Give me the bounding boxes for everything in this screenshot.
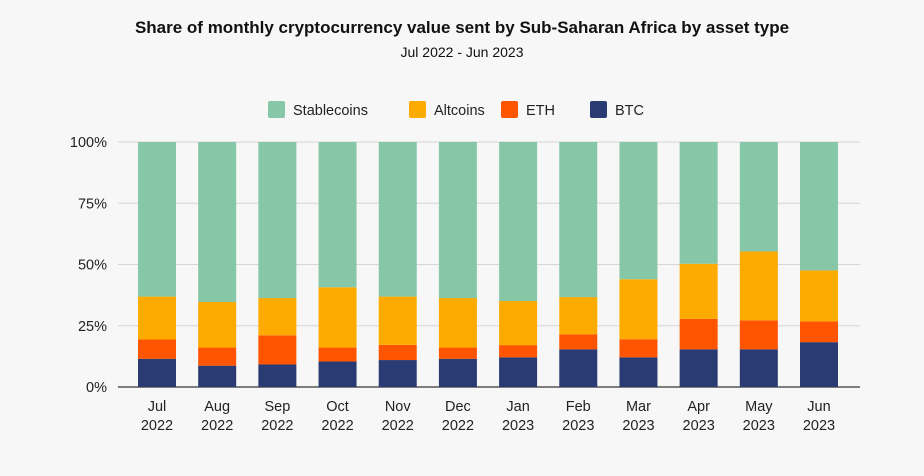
bar-segment-altcoins [318,287,357,348]
x-tick-year: 2022 [201,418,233,434]
bar-segment-eth [800,321,838,343]
bar-segment-btc [378,360,417,387]
legend-swatch-btc [590,101,607,118]
legend-swatch-stablecoins [268,101,285,118]
x-tick-month: Nov [385,399,412,415]
x-tick-year: 2022 [382,418,414,434]
bar-segment-btc [138,358,176,387]
bar-segment-altcoins [258,298,297,336]
legend-label: ETH [526,103,555,119]
x-tick-month: Mar [626,399,651,415]
bar-segment-stablecoins [739,142,778,252]
legend-swatch-altcoins [409,101,426,118]
bar-segment-stablecoins [800,142,838,271]
x-tick-year: 2022 [141,418,173,434]
bar-segment-eth [378,344,417,361]
bar-segment-altcoins [138,296,176,340]
bar-segment-stablecoins [138,142,176,297]
bar-segment-stablecoins [258,142,297,299]
bar-segment-altcoins [800,270,838,322]
bar-segment-btc [679,349,718,387]
bar-segment-altcoins [378,296,417,345]
x-tick-year: 2023 [803,418,835,434]
bar-segment-stablecoins [378,142,417,297]
bar-segment-altcoins [679,263,718,319]
bar-segment-eth [499,345,538,358]
x-tick-year: 2022 [442,418,474,434]
x-tick-month: Aug [204,399,230,415]
bar-segment-btc [318,361,357,387]
y-tick-label: 25% [78,319,107,335]
x-tick-year: 2022 [261,418,293,434]
x-tick-year: 2022 [321,418,353,434]
y-tick-label: 0% [86,380,107,396]
bar-segment-eth [258,335,297,365]
bar-segment-altcoins [438,298,477,348]
legend-label: Stablecoins [293,103,368,119]
x-tick-month: Jan [506,399,529,415]
y-tick-label: 50% [78,258,107,274]
bar-segment-stablecoins [619,142,658,280]
bar-segment-stablecoins [318,142,357,288]
x-tick-month: Jul [148,399,167,415]
x-tick-month: Dec [445,399,471,415]
bar-segment-btc [739,349,778,387]
x-tick-year: 2023 [502,418,534,434]
bar-segment-btc [198,365,237,387]
x-tick-year: 2023 [743,418,775,434]
legend-swatch-eth [501,101,518,118]
bar-segment-btc [258,364,297,387]
bar-segment-stablecoins [499,142,538,302]
bar-segment-altcoins [198,301,237,348]
bar-segment-stablecoins [559,142,598,298]
bar-segment-eth [138,339,176,359]
bar-segment-stablecoins [438,142,477,299]
bar-segment-eth [739,320,778,350]
legend: Stablecoins Altcoins ETH BTC [268,101,644,119]
bar-segment-stablecoins [679,142,718,264]
x-tick-month: Sep [264,399,290,415]
bar-segment-eth [438,347,477,359]
x-tick-month: Oct [326,399,349,415]
y-tick-label: 100% [70,135,107,151]
x-axis-labels: Jul 2022 Aug 2022 Sep 2022 Oct 2022 Nov 2022 Dec 20… [141,399,835,434]
chart-subtitle: Jul 2022 - Jun 2023 [401,44,524,60]
bar-segment-btc [619,357,658,387]
bar-segment-btc [800,342,838,387]
x-tick-year: 2023 [622,418,654,434]
bar-segment-altcoins [739,251,778,321]
bar-segment-stablecoins [198,142,237,302]
bar-segment-eth [559,334,598,350]
x-tick-month: Feb [566,399,591,415]
bar-segment-altcoins [619,279,658,340]
bar-segment-eth [318,347,357,362]
bar-segment-btc [438,358,477,387]
bar-segment-eth [679,318,718,350]
bar-segment-btc [499,357,538,387]
bar-segment-eth [198,347,237,366]
legend-label: BTC [615,103,644,119]
bar-segment-eth [619,339,658,358]
gridlines: 0% 25% 50% 75% 100% [70,135,860,396]
bar-segment-altcoins [559,297,598,335]
bars [138,142,838,387]
x-tick-month: Jun [807,399,830,415]
x-tick-year: 2023 [683,418,715,434]
y-tick-label: 75% [78,196,107,212]
x-tick-year: 2023 [562,418,594,434]
chart-title: Share of monthly cryptocurrency value se… [135,18,789,37]
x-tick-month: Apr [687,399,710,415]
x-tick-month: May [745,399,773,415]
bar-segment-altcoins [499,301,538,346]
bar-segment-btc [559,349,598,387]
legend-label: Altcoins [434,103,485,119]
